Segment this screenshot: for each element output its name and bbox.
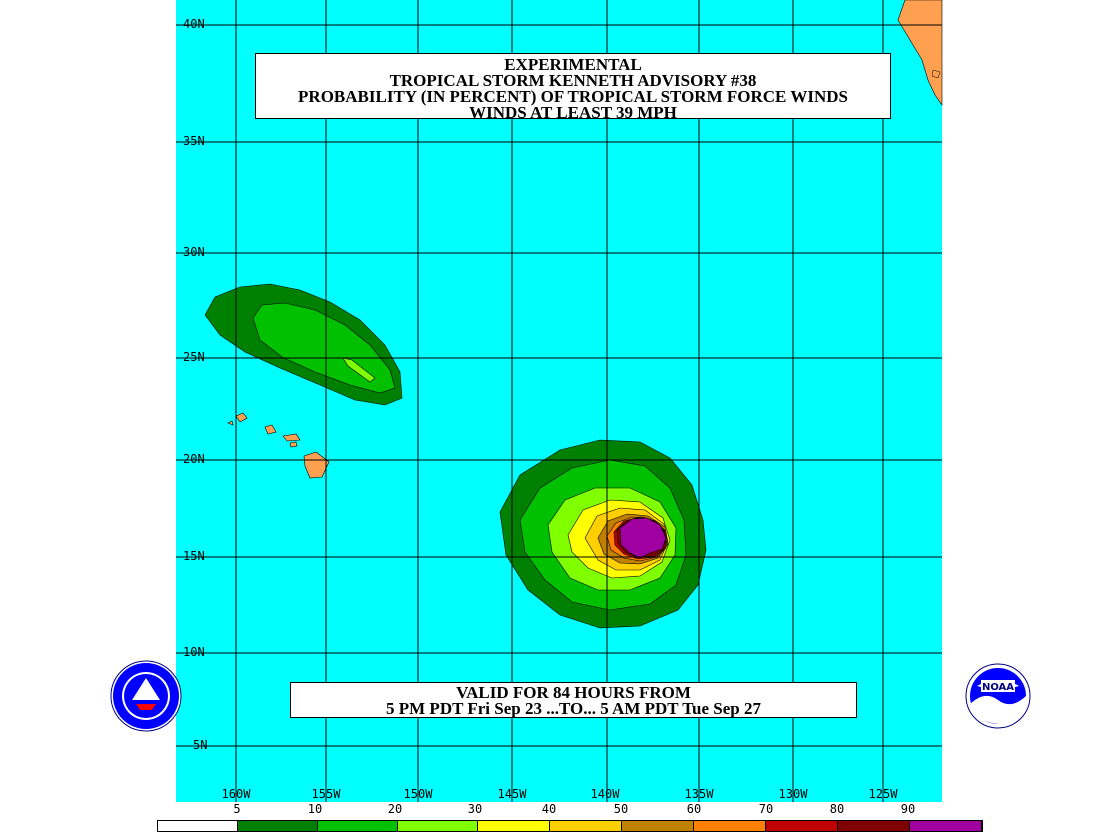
lat-label-35n: 35N <box>183 134 205 148</box>
legend-swatch <box>238 821 318 831</box>
valid-line-2: 5 PM PDT Fri Sep 23 ...TO... 5 AM PDT Tu… <box>386 699 761 718</box>
ocean-background <box>176 0 942 802</box>
legend-swatch <box>398 821 478 831</box>
legend-label-50: 50 <box>613 802 629 816</box>
legend-swatch <box>478 821 550 831</box>
legend-swatch <box>910 821 982 831</box>
title-line-4: WINDS AT LEAST 39 MPH <box>469 103 677 122</box>
legend-swatch <box>550 821 622 831</box>
california-coast <box>897 0 943 106</box>
lat-label-15n: 15N <box>183 549 205 563</box>
hawaiian-islands <box>227 412 330 479</box>
valid-period-box: VALID FOR 84 HOURS FROM 5 PM PDT Fri Sep… <box>290 682 857 718</box>
nws-logo <box>110 660 182 732</box>
legend-color-bar <box>157 820 983 832</box>
title-line-3: PROBABILITY (IN PERCENT) OF TROPICAL STO… <box>298 87 848 106</box>
legend-label-70: 70 <box>758 802 774 816</box>
valid-line-1: VALID FOR 84 HOURS FROM <box>456 683 691 702</box>
title-box: EXPERIMENTAL TROPICAL STORM KENNETH ADVI… <box>255 53 891 122</box>
lon-label-155w: 155W <box>311 787 341 801</box>
legend-swatch <box>838 821 910 831</box>
lat-label-20n: 20N <box>183 452 205 466</box>
lon-label-145w: 145W <box>497 787 527 801</box>
lon-label-140w: 140W <box>590 787 620 801</box>
lon-label-150w: 150W <box>403 787 433 801</box>
legend-swatch <box>766 821 838 831</box>
lon-label-125w: 125W <box>868 787 898 801</box>
legend-swatch <box>622 821 694 831</box>
legend-label-80: 80 <box>829 802 845 816</box>
legend-label-10: 10 <box>307 802 323 816</box>
legend-swatch <box>158 821 238 831</box>
lat-label-5n: 5N <box>193 738 208 752</box>
lat-label-30n: 30N <box>183 245 205 259</box>
lat-label-40n: 40N <box>183 17 205 31</box>
lat-label-10n: 10N <box>183 645 205 659</box>
lat-label-25n: 25N <box>183 350 205 364</box>
title-line-2: TROPICAL STORM KENNETH ADVISORY #38 <box>389 71 757 90</box>
legend-label-90: 90 <box>900 802 916 816</box>
southern-probability-area <box>499 439 707 629</box>
svg-text:NOAA: NOAA <box>982 682 1014 693</box>
title-line-1: EXPERIMENTAL <box>504 55 642 74</box>
lon-label-160w: 160W <box>221 787 251 801</box>
legend-label-5: 5 <box>233 802 241 816</box>
northern-probability-area <box>204 283 403 406</box>
legend-swatch <box>318 821 398 831</box>
legend-label-40: 40 <box>541 802 557 816</box>
legend-label-20: 20 <box>387 802 403 816</box>
legend-swatch <box>694 821 766 831</box>
legend-label-60: 60 <box>686 802 702 816</box>
lon-label-130w: 130W <box>778 787 808 801</box>
coastal-island <box>931 69 941 79</box>
legend-label-30: 30 <box>467 802 483 816</box>
lon-label-135w: 135W <box>684 787 714 801</box>
noaa-logo: NOAA <box>965 663 1031 729</box>
lat-lon-grid <box>176 0 942 802</box>
